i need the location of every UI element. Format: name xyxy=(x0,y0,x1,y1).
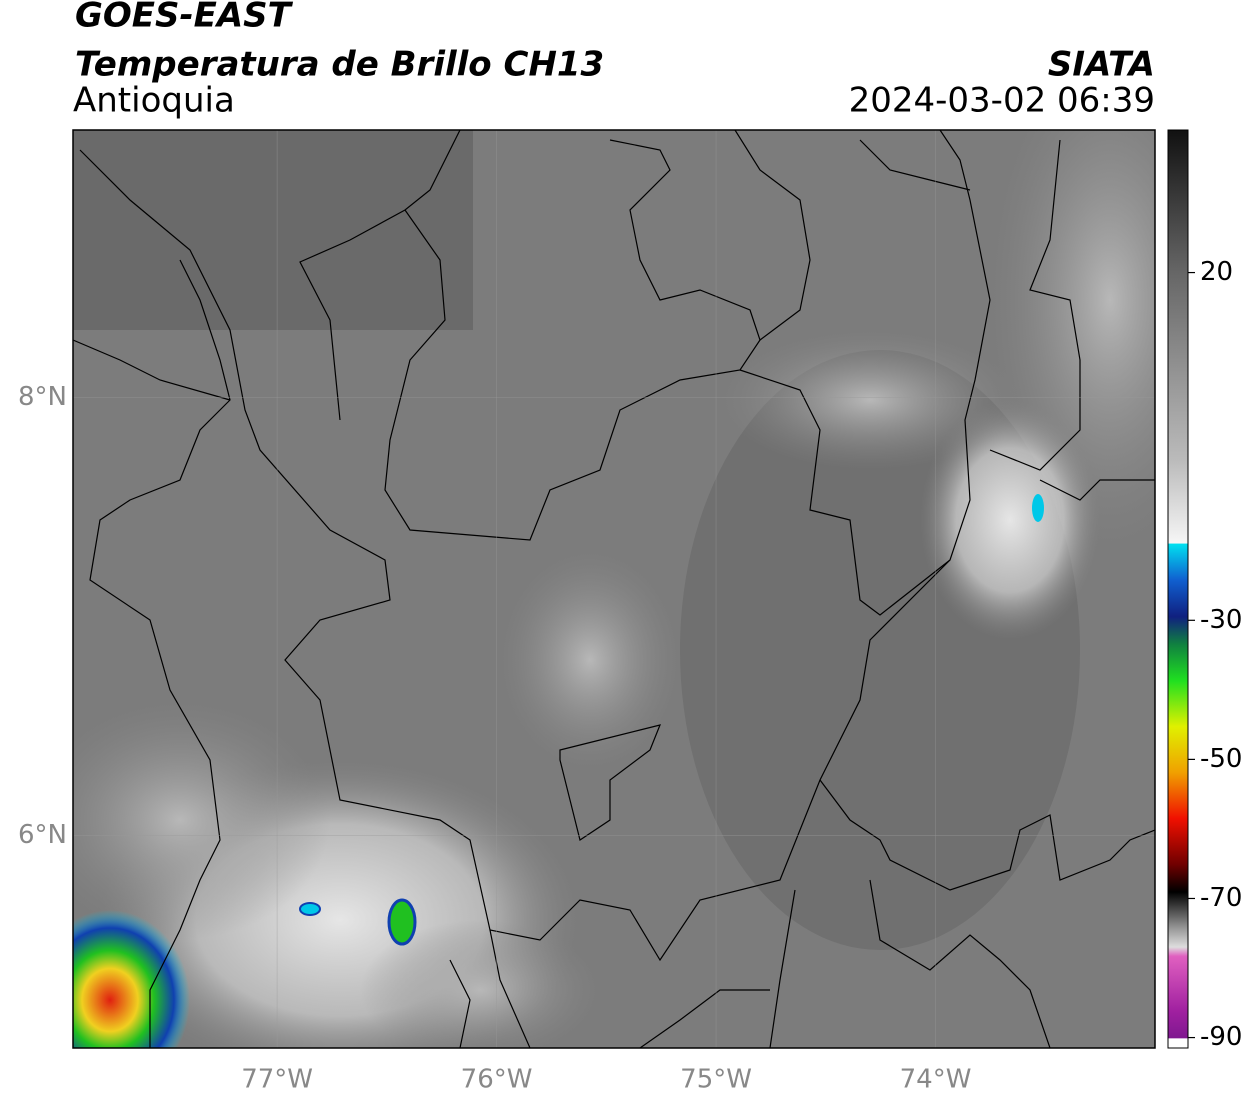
y-tick-label: 6°N xyxy=(18,820,67,850)
subtitle: Temperatura de Brillo CH13 xyxy=(75,45,604,85)
datetime: 2024-03-02 06:39 xyxy=(849,81,1155,121)
title: GOES-EAST xyxy=(75,0,294,36)
colorbar-tick-label: -70 xyxy=(1200,883,1242,913)
x-tick-label: 74°W xyxy=(900,1065,972,1095)
grid xyxy=(73,130,1155,1048)
x-tick-label: 77°W xyxy=(241,1065,313,1095)
region: Antioquia xyxy=(73,81,235,121)
map-frame xyxy=(72,129,1156,1049)
x-tick-label: 75°W xyxy=(680,1065,752,1095)
colorbar-tick-label: 20 xyxy=(1200,257,1233,287)
map-image xyxy=(73,130,1155,1048)
colorbar-tick-label: -90 xyxy=(1200,1022,1242,1052)
y-tick-label: 8°N xyxy=(18,382,67,412)
colorbar-tick-label: -50 xyxy=(1200,744,1242,774)
x-tick-label: 76°W xyxy=(461,1065,533,1095)
source: SIATA xyxy=(1048,45,1155,85)
colorbar xyxy=(1167,129,1189,1049)
colorbar-tick-label: -30 xyxy=(1200,605,1242,635)
